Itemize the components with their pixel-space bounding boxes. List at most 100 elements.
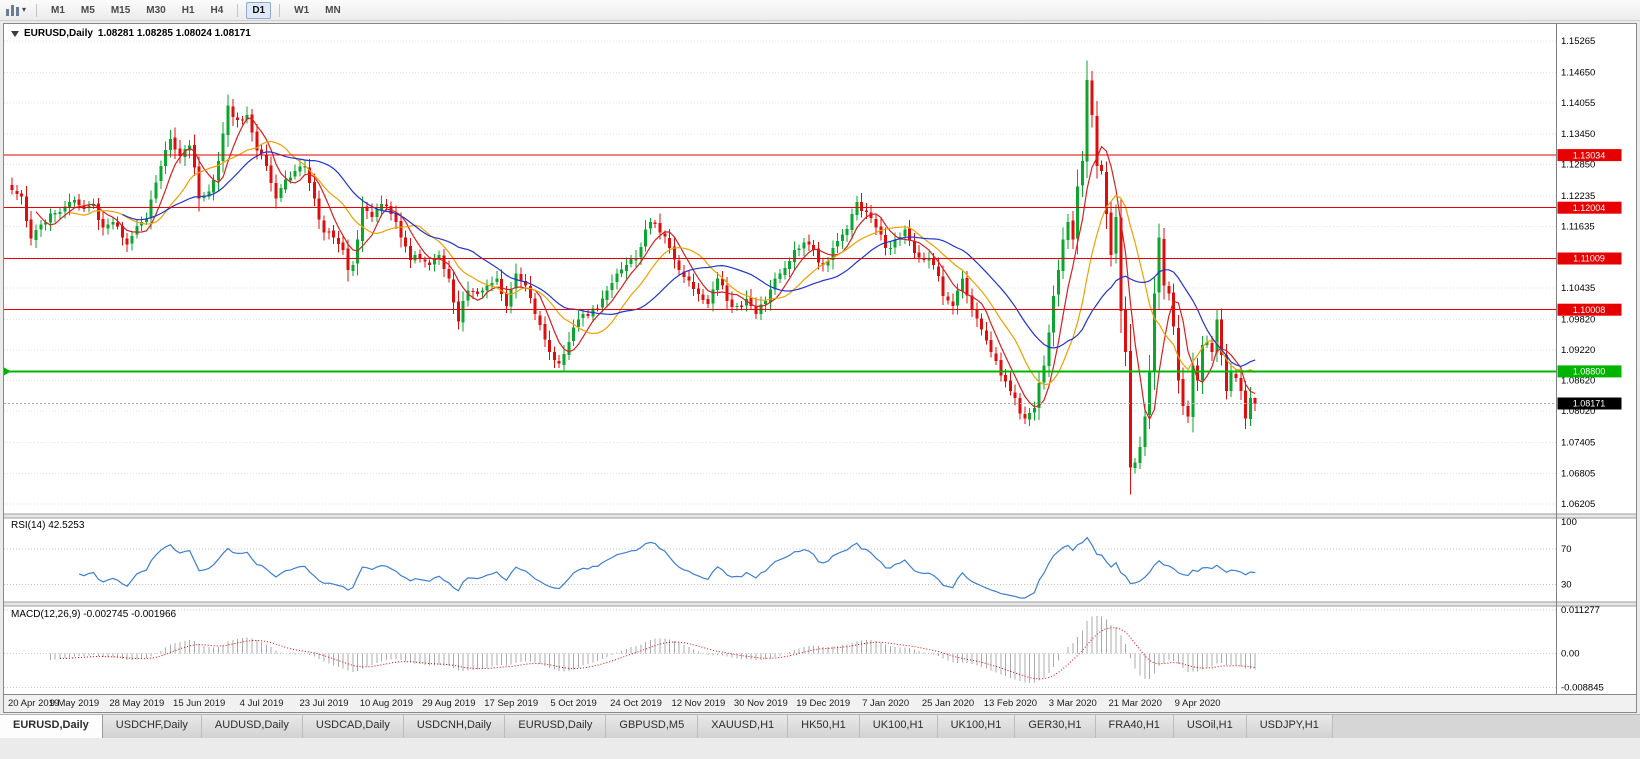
svg-text:-0.008845: -0.008845 [1561, 683, 1604, 694]
date-tick-label: 28 May 2019 [109, 698, 165, 709]
date-tick-label: 17 Sep 2019 [484, 698, 539, 709]
svg-text:1.10435: 1.10435 [1561, 283, 1595, 294]
date-tick-label: 20 Apr 2019 [8, 698, 60, 709]
date-tick-label: 24 Oct 2019 [610, 698, 662, 709]
chart-tab-6[interactable]: GBPUSD,M5 [606, 715, 699, 738]
chart-tab-5[interactable]: EURUSD,Daily [505, 715, 607, 738]
panel-separator[interactable] [4, 513, 1636, 519]
toolbar-separator [36, 3, 38, 17]
timeframe-button-H1[interactable]: H1 [181, 4, 195, 16]
panel-separator[interactable] [4, 601, 1636, 607]
macd-scale-ticks[interactable]: 0.011277 0.00 -0.008845 [1561, 605, 1604, 694]
date-tick-label: 21 Mar 2020 [1108, 698, 1162, 709]
svg-text:0.00: 0.00 [1561, 648, 1580, 659]
date-tick-label: 10 Aug 2019 [359, 698, 414, 709]
chart-tab-14[interactable]: USDJPY,H1 [1246, 715, 1333, 738]
rsi-scale-ticks[interactable]: 100 70 30 [1561, 517, 1577, 591]
rsi-level-lines [4, 548, 1556, 586]
svg-text:1.12235: 1.12235 [1561, 191, 1595, 202]
timeframe-button-M1[interactable]: M1 [51, 4, 65, 16]
svg-text:1.08020: 1.08020 [1561, 406, 1595, 417]
macd-grid-lines [4, 609, 1556, 688]
date-tick-label: 13 Feb 2020 [983, 698, 1038, 709]
top-toolbar: ▾ M1 M5 M15 M30 H1 H4 D1 W1 MN [0, 0, 1640, 21]
chart-icon-bar [6, 8, 9, 16]
date-tick-label: 12 Nov 2019 [671, 698, 726, 709]
chart-window[interactable]: EURUSD,Daily 1.08281 1.08285 1.08024 1.0… [3, 23, 1637, 713]
price-scale-ticks[interactable]: 1.15265 1.14650 1.14055 1.13450 1.12850 1.122… [1561, 36, 1595, 510]
svg-text:100: 100 [1561, 517, 1577, 528]
chart-tab-8[interactable]: HK50,H1 [788, 715, 860, 738]
price-tags: 1.13034 1.12004 1.11009 1.10008 1.08800 1.081… [1557, 149, 1622, 410]
svg-text:1.06205: 1.06205 [1561, 499, 1595, 510]
chevron-down-icon[interactable]: ▾ [22, 5, 27, 14]
macd-indicator-label: MACD(12,26,9) -0.002745 -0.001966 [11, 609, 177, 620]
chart-tab-0[interactable]: EURUSD,Daily [0, 715, 103, 738]
chart-tab-4[interactable]: USDCNH,Daily [403, 715, 506, 738]
svg-text:1.14055: 1.14055 [1561, 98, 1595, 109]
svg-text:1.07405: 1.07405 [1561, 438, 1595, 449]
svg-text:1.09220: 1.09220 [1561, 345, 1595, 356]
date-tick-label: 19 Dec 2019 [796, 698, 851, 709]
date-tick-label: 25 Jan 2020 [921, 698, 975, 709]
svg-text:1.14650: 1.14650 [1561, 68, 1595, 79]
svg-text:70: 70 [1561, 544, 1572, 555]
chart-tab-9[interactable]: UK100,H1 [859, 715, 938, 738]
chart-tab-2[interactable]: AUDUSD,Daily [201, 715, 303, 738]
price-chart-canvas[interactable]: 1.15265 1.14650 1.14055 1.13450 1.12850 1.122… [4, 24, 1636, 694]
chart-tab-bar: EURUSD,Daily USDCHF,Daily AUDUSD,Daily USDC… [0, 714, 1640, 738]
chart-tab-1[interactable]: USDCHF,Daily [102, 715, 202, 738]
timeframe-button-M30[interactable]: M30 [146, 4, 166, 16]
svg-text:1.10008: 1.10008 [1573, 305, 1606, 315]
date-tick-label: 9 Apr 2020 [1174, 698, 1221, 709]
date-tick-label: 23 Jul 2019 [299, 698, 349, 709]
svg-text:30: 30 [1561, 580, 1572, 591]
toolbar-separator [279, 3, 281, 17]
chart-tab-3[interactable]: USDCAD,Daily [302, 715, 404, 738]
timeframe-button-M5[interactable]: M5 [80, 4, 95, 16]
one-click-trading-icon[interactable] [11, 30, 19, 37]
chart-tab-10[interactable]: UK100,H1 [937, 715, 1016, 738]
chart-tab-7[interactable]: XAUUSD,H1 [698, 715, 789, 738]
horizontal-level-lines[interactable] [4, 154, 1556, 404]
date-tick-label: 15 Jun 2019 [173, 698, 226, 709]
timeframe-button-MN[interactable]: MN [325, 4, 341, 16]
svg-text:1.12004: 1.12004 [1573, 203, 1606, 213]
svg-text:1.13450: 1.13450 [1561, 129, 1595, 140]
rsi-indicator-label: RSI(14) 42.5253 [11, 520, 85, 531]
toolbar-separator [237, 3, 239, 17]
svg-text:1.06805: 1.06805 [1561, 468, 1595, 479]
moving-average-24-line[interactable] [122, 151, 1256, 368]
time-axis[interactable]: 20 Apr 2019 9 May 2019 28 May 2019 15 Jun 2… [4, 694, 1636, 712]
date-tick-label: 3 Mar 2020 [1048, 698, 1097, 709]
moving-average-13-line[interactable] [69, 140, 1256, 386]
chart-icon-bar [16, 6, 19, 16]
timeframe-button-M15[interactable]: M15 [110, 4, 131, 16]
svg-text:1.12850: 1.12850 [1561, 160, 1595, 171]
svg-text:0.011277: 0.011277 [1561, 605, 1600, 616]
svg-text:1.11635: 1.11635 [1561, 222, 1595, 233]
svg-text:1.09820: 1.09820 [1561, 314, 1595, 325]
chart-title: EURUSD,Daily 1.08281 1.08285 1.08024 1.0… [11, 28, 251, 39]
chart-tab-12[interactable]: FRA40,H1 [1095, 715, 1174, 738]
svg-text:1.15265: 1.15265 [1561, 36, 1595, 47]
chart-title-ohlc: 1.08281 1.08285 1.08024 1.08171 [97, 28, 251, 39]
chart-tab-13[interactable]: USOil,H1 [1173, 715, 1247, 738]
timeframe-toolbar: M1 M5 M15 M30 H1 H4 D1 W1 MN [43, 1, 349, 19]
timeframe-button-D1[interactable]: D1 [246, 1, 272, 19]
rsi-line [78, 536, 1256, 599]
chart-type-icon[interactable] [5, 4, 21, 17]
svg-text:1.08800: 1.08800 [1573, 367, 1606, 377]
svg-text:1.11009: 1.11009 [1573, 254, 1605, 264]
date-tick-label: 9 May 2019 [49, 698, 100, 709]
date-tick-label: 4 Jul 2019 [239, 698, 284, 709]
timeframe-button-W1[interactable]: W1 [294, 4, 310, 16]
chart-title-symbol: EURUSD,Daily [24, 28, 93, 39]
support-line-left-marker [4, 367, 11, 376]
timeframe-button-H4[interactable]: H4 [210, 4, 224, 16]
macd-histogram [49, 615, 1256, 683]
chart-tab-11[interactable]: GER30,H1 [1015, 715, 1096, 738]
moving-average-6-line[interactable] [35, 117, 1256, 421]
svg-text:1.08620: 1.08620 [1561, 376, 1595, 387]
date-tick-label: 5 Oct 2019 [550, 698, 597, 709]
